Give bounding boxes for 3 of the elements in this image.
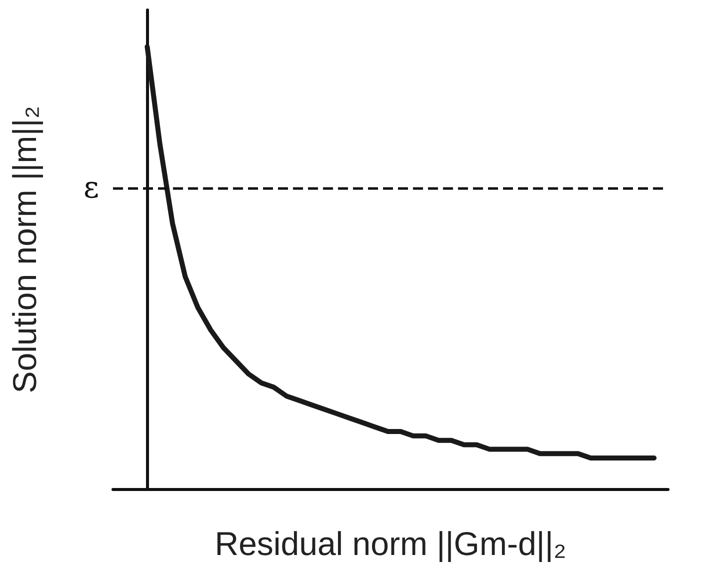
- x-axis-title: Residual norm ||Gm-d||₂: [214, 525, 566, 562]
- y-axis-title: Solution norm ||m||₂: [6, 106, 43, 394]
- ref-line-label: ε: [83, 170, 99, 206]
